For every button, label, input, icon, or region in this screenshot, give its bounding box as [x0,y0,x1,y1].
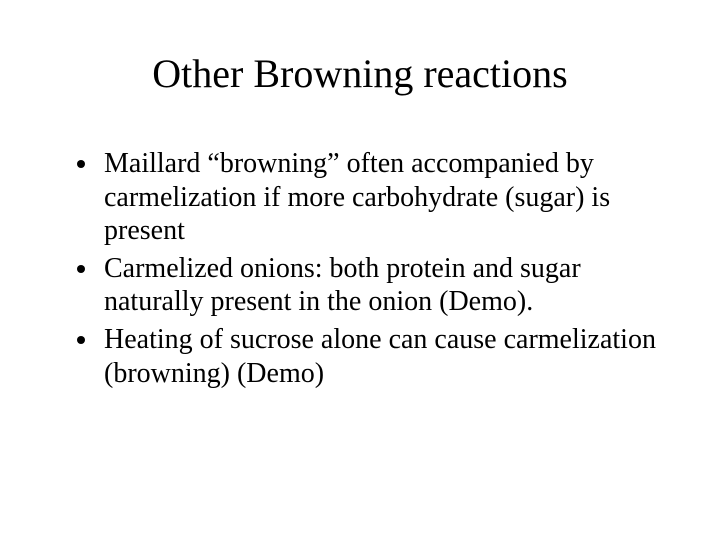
list-item: Heating of sucrose alone can cause carme… [100,323,660,390]
slide-title: Other Browning reactions [60,50,660,97]
bullet-list: Maillard “browning” often accompanied by… [60,147,660,390]
list-item: Carmelized onions: both protein and suga… [100,252,660,319]
slide-container: Other Browning reactions Maillard “brown… [0,0,720,540]
list-item: Maillard “browning” often accompanied by… [100,147,660,248]
